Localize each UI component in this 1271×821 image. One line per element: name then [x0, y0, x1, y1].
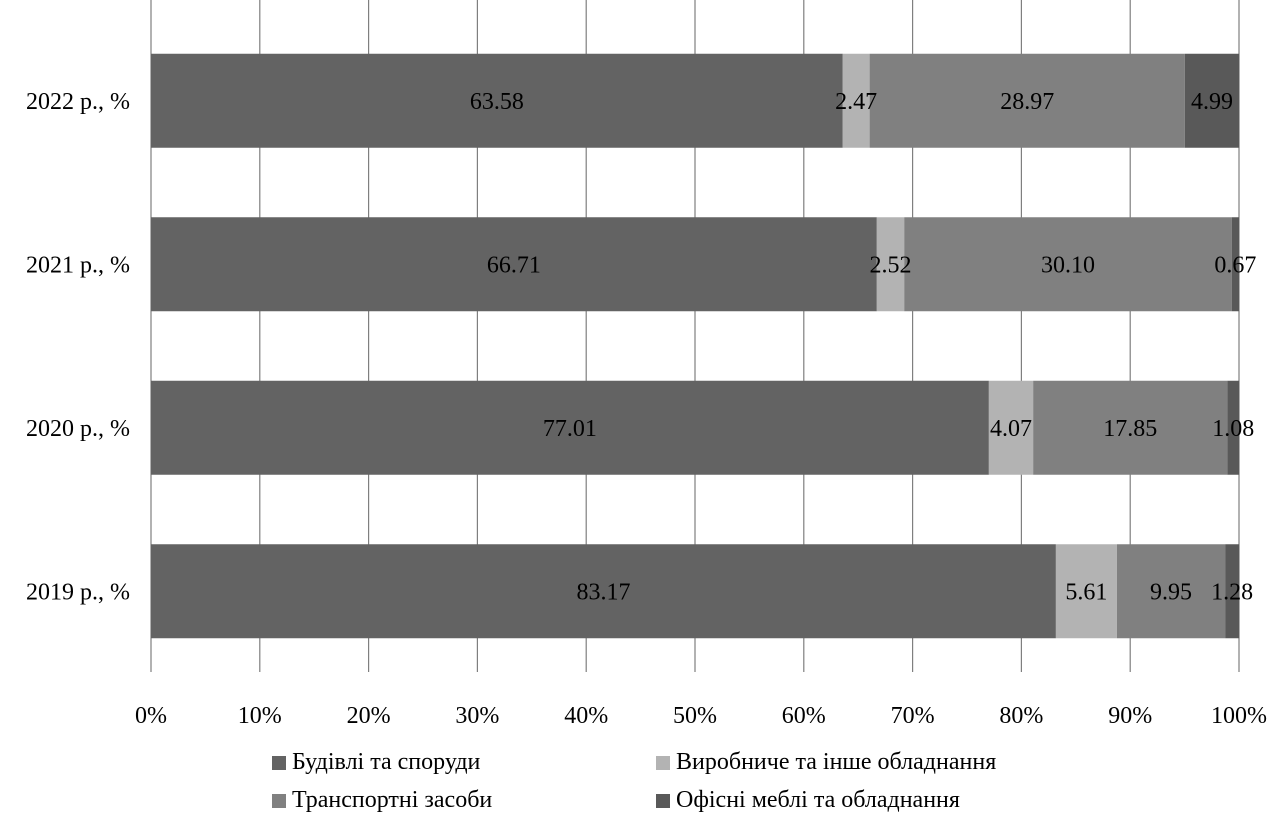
data-label: 83.17 [576, 579, 630, 605]
bar-segment [1227, 380, 1240, 475]
data-label: 5.61 [1065, 579, 1107, 605]
data-label: 4.07 [990, 416, 1032, 442]
data-label: 2.52 [870, 252, 912, 278]
bar-segment [869, 53, 1185, 148]
x-tick-label: 50% [673, 703, 717, 729]
bar-segment [1055, 544, 1117, 639]
y-category-label: 2021 р., % [26, 252, 130, 278]
bar-segment [1231, 217, 1239, 312]
x-tick-label: 100% [1211, 703, 1267, 729]
bar-segment [876, 217, 905, 312]
bar-segment [151, 544, 1056, 639]
x-tick-label: 10% [238, 703, 282, 729]
x-tick-label: 70% [891, 703, 935, 729]
bar-segment [988, 380, 1034, 475]
bar-segment [151, 217, 877, 312]
x-tick-label: 30% [455, 703, 499, 729]
bar-segment [1033, 380, 1228, 475]
bar-segment [1184, 53, 1240, 148]
data-label: 17.85 [1103, 416, 1157, 442]
bar-segment [151, 53, 843, 148]
x-tick-label: 80% [999, 703, 1043, 729]
y-category-label: 2022 р., % [26, 89, 130, 115]
bar-segment [1225, 544, 1240, 639]
data-label: 9.95 [1150, 579, 1192, 605]
data-labels: 83.17 5.61 9.95 1.28 77.01 4.07 17.85 1.08 66.71… [470, 89, 1256, 606]
data-label: 4.99 [1191, 89, 1233, 115]
x-tick-label: 40% [564, 703, 608, 729]
bar-segment [1116, 544, 1226, 639]
x-tick-label: 90% [1108, 703, 1152, 729]
x-tick-label: 20% [347, 703, 391, 729]
bars [151, 53, 1240, 639]
x-tick-label: 60% [782, 703, 826, 729]
data-label: 0.67 [1214, 252, 1256, 278]
bar-segment [151, 380, 989, 475]
x-tick-label: 0% [135, 703, 167, 729]
data-label: 2.47 [835, 89, 877, 115]
y-category-label: 2019 р., % [26, 579, 130, 605]
y-category-label: 2020 р., % [26, 416, 130, 442]
data-label: 77.01 [543, 416, 597, 442]
data-label: 28.97 [1000, 89, 1054, 115]
data-label: 1.28 [1211, 579, 1253, 605]
bar-segment [904, 217, 1232, 312]
data-label: 30.10 [1041, 252, 1095, 278]
data-label: 63.58 [470, 89, 524, 115]
axes: 0% 10% 20% 30% 40% 50% 60% 70% 80% 90% 100% 2019 р.… [26, 89, 1267, 729]
data-label: 1.08 [1212, 416, 1254, 442]
bar-segment [842, 53, 870, 148]
data-label: 66.71 [487, 252, 541, 278]
